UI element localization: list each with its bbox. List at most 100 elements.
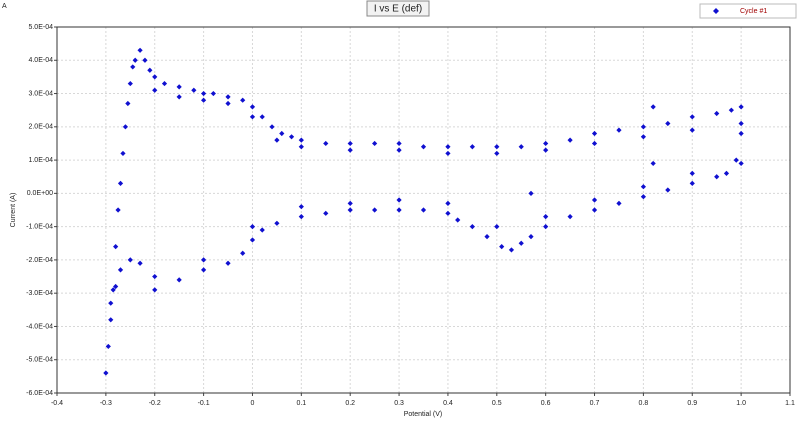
x-tick-label: 1.1 <box>785 400 795 407</box>
data-point <box>201 267 207 273</box>
x-tick-label: 1.0 <box>736 400 746 407</box>
data-point <box>323 140 329 147</box>
data-point <box>567 137 573 143</box>
data-point <box>108 317 114 323</box>
data-point <box>738 160 744 167</box>
data-point <box>125 100 131 107</box>
data-point <box>201 97 207 103</box>
data-point <box>347 140 353 147</box>
data-point <box>591 197 598 203</box>
data-point <box>591 130 598 137</box>
data-point <box>249 114 256 120</box>
data-point <box>108 300 114 306</box>
x-tick-label: 0.8 <box>639 400 649 407</box>
data-point <box>201 90 207 97</box>
data-point <box>372 140 378 147</box>
data-point <box>113 283 119 290</box>
data-point <box>738 120 744 127</box>
legend-label: Cycle #1 <box>740 8 767 15</box>
data-point <box>210 90 216 97</box>
data-point <box>269 124 275 130</box>
data-point <box>117 267 124 273</box>
data-point <box>152 273 158 280</box>
data-point <box>396 197 402 203</box>
data-point <box>279 130 285 137</box>
data-point <box>640 124 646 130</box>
x-tick-label: 0.6 <box>541 400 551 407</box>
data-point <box>650 104 656 110</box>
data-point <box>689 114 695 120</box>
data-point <box>469 224 475 230</box>
data-point <box>225 100 231 107</box>
data-point <box>115 207 121 213</box>
y-tick-label: -5.0E-04 <box>26 357 53 364</box>
y-tick-label: 0.0E+00 <box>27 190 53 197</box>
data-point <box>518 144 524 150</box>
data-point <box>249 224 256 230</box>
data-point <box>396 147 402 153</box>
data-point <box>176 277 182 283</box>
data-point <box>105 343 111 350</box>
data-point <box>616 127 622 133</box>
data-point <box>347 207 353 213</box>
data-point <box>640 194 646 200</box>
data-point <box>396 140 402 147</box>
data-point <box>445 200 451 206</box>
data-point <box>567 214 573 220</box>
data-point <box>543 140 549 147</box>
data-point <box>161 80 168 87</box>
data-point <box>117 180 124 186</box>
data-point <box>110 287 116 293</box>
x-tick-label: 0.2 <box>345 400 355 407</box>
data-point <box>274 220 280 226</box>
data-point <box>176 84 182 90</box>
y-tick-label: 4.0E-04 <box>28 57 53 64</box>
data-point <box>347 200 353 206</box>
data-point <box>396 207 402 213</box>
data-point <box>543 224 549 230</box>
data-point <box>733 157 739 163</box>
data-point <box>738 104 744 110</box>
data-point <box>640 134 646 140</box>
x-tick-label: -0.4 <box>51 400 63 407</box>
y-axis-label: Current (A) <box>10 193 17 228</box>
data-point <box>142 57 148 63</box>
data-point <box>591 207 598 213</box>
x-tick-label: 0.7 <box>590 400 600 407</box>
data-point <box>132 57 138 63</box>
data-point <box>137 47 143 53</box>
y-tick-label: -3.0E-04 <box>26 290 53 297</box>
data-point <box>518 240 524 246</box>
data-point <box>120 150 126 157</box>
data-point <box>499 244 505 250</box>
data-point <box>259 114 265 120</box>
x-tick-label: 0.4 <box>443 400 453 407</box>
data-point <box>259 227 265 233</box>
panel-label: A <box>2 3 7 10</box>
data-point <box>665 187 671 193</box>
data-point <box>225 260 231 266</box>
data-point <box>494 224 500 230</box>
data-point <box>191 87 197 93</box>
plot-border <box>56 26 791 394</box>
data-point <box>152 87 158 93</box>
data-point <box>298 144 304 150</box>
legend-marker <box>713 8 719 14</box>
data-point <box>665 120 671 127</box>
data-point <box>137 260 143 266</box>
data-point <box>445 144 451 150</box>
data-point <box>127 257 133 263</box>
y-tick-label: 2.0E-04 <box>28 124 53 131</box>
data-point <box>372 207 378 213</box>
data-point <box>543 147 549 153</box>
data-point <box>240 250 246 256</box>
data-point <box>728 107 734 113</box>
data-point <box>469 144 475 150</box>
data-point <box>528 190 534 196</box>
data-point <box>714 174 720 180</box>
data-point <box>103 370 109 376</box>
legend-box <box>699 3 797 19</box>
data-point <box>543 214 549 220</box>
data-point <box>616 200 622 206</box>
